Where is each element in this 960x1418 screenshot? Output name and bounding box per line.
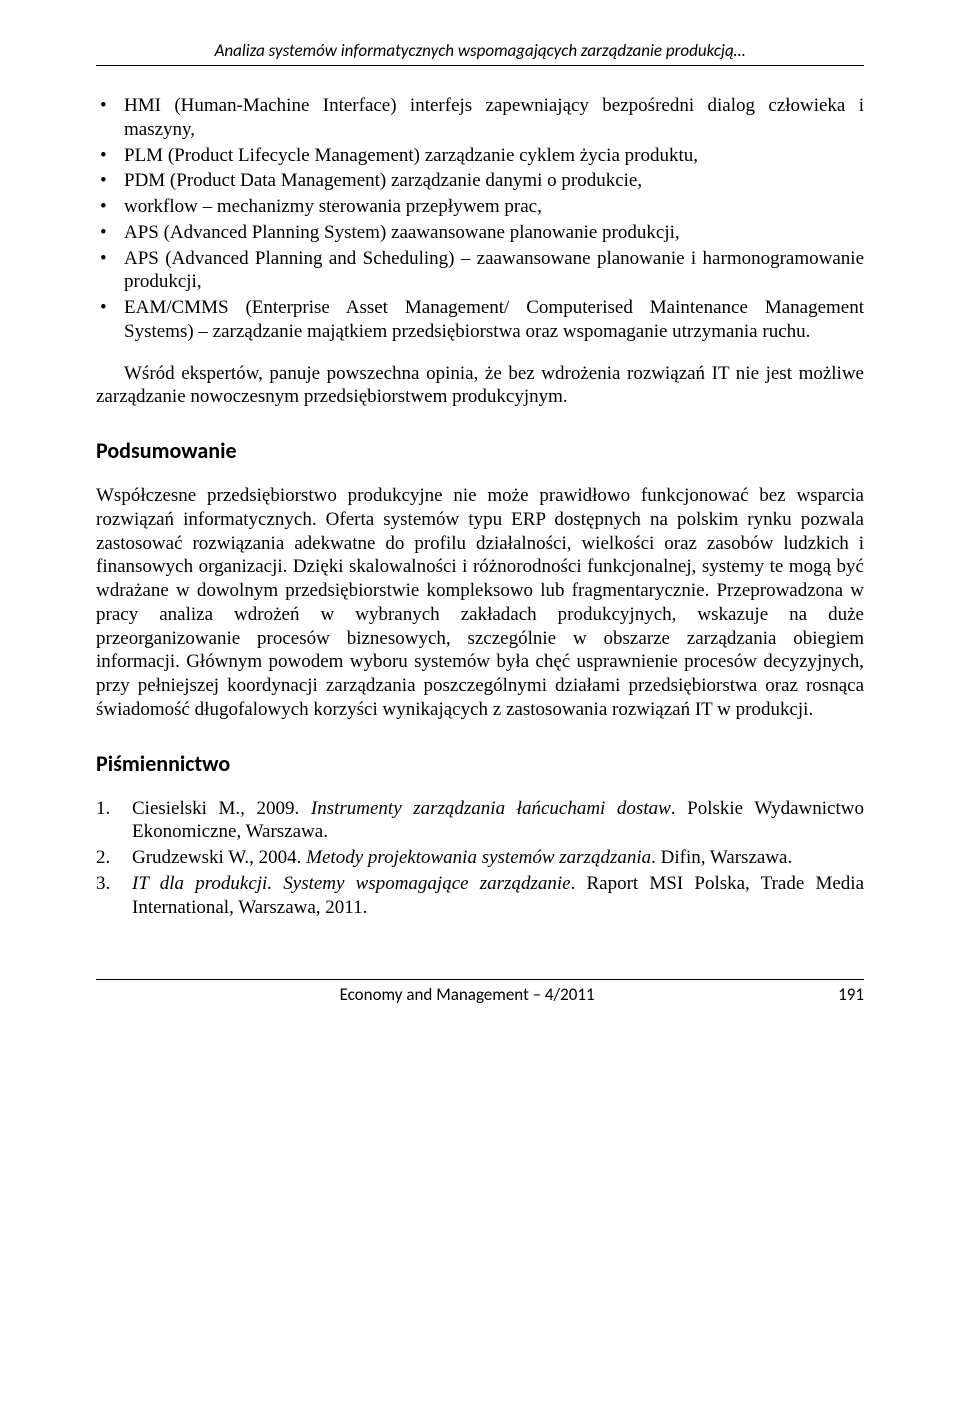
page-footer: Economy and Management – 4/2011 191: [96, 979, 864, 1005]
list-item: APS (Advanced Planning and Scheduling) –…: [96, 247, 864, 295]
bullet-list: HMI (Human-Machine Interface) interfejs …: [96, 94, 864, 344]
footer-page-number: 191: [838, 984, 864, 1005]
reference-item: Grudzewski W., 2004. Metody projektowani…: [96, 846, 864, 870]
list-item: HMI (Human-Machine Interface) interfejs …: [96, 94, 864, 142]
list-item: PLM (Product Lifecycle Management) zarzą…: [96, 144, 864, 168]
list-item: PDM (Product Data Management) zarządzani…: [96, 169, 864, 193]
list-item: workflow – mechanizmy sterowania przepły…: [96, 195, 864, 219]
footer-journal: Economy and Management – 4/2011: [340, 984, 595, 1005]
paragraph-after-bullets: Wśród ekspertów, panuje powszechna opini…: [96, 362, 864, 410]
running-title-text: Analiza systemów informatycznych wspomag…: [215, 40, 746, 61]
paragraph-summary: Współczesne przedsiębiorstwo produkcyjne…: [96, 484, 864, 722]
reference-item: Ciesielski M., 2009. Instrumenty zarządz…: [96, 797, 864, 845]
heading-pismiennictwo: Piśmiennictwo: [96, 750, 864, 777]
list-item: EAM/CMMS (Enterprise Asset Management/ C…: [96, 296, 864, 344]
heading-podsumowanie: Podsumowanie: [96, 437, 864, 464]
reference-item: IT dla produkcji. Systemy wspomagające z…: [96, 872, 864, 920]
list-item: APS (Advanced Planning System) zaawansow…: [96, 221, 864, 245]
reference-list: Ciesielski M., 2009. Instrumenty zarządz…: [96, 797, 864, 920]
running-header: Analiza systemów informatycznych wspomag…: [96, 40, 864, 66]
